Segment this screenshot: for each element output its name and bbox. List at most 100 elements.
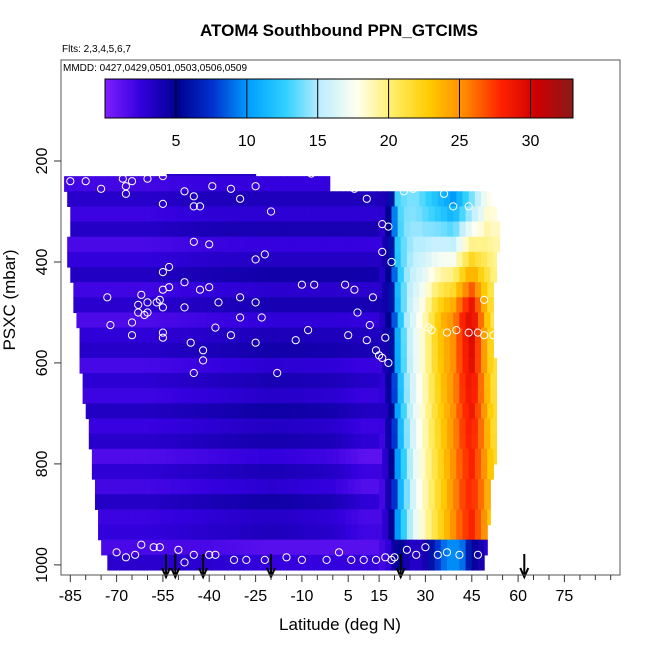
heatmap-cell [403,539,411,556]
heatmap-cell [258,297,266,314]
heatmap-cell [406,403,414,420]
heatmap-cell [277,282,284,298]
heatmap-cell [172,251,179,268]
heatmap-cell [187,479,195,495]
heatmap-cell [295,524,303,541]
heatmap-cell [351,342,359,359]
heatmap-cell [110,509,118,526]
heatmap-cell [382,282,389,298]
heatmap-cell [338,342,346,359]
colorbar-segment [264,79,267,118]
heatmap-cell [132,221,139,238]
heatmap-cell [304,433,312,450]
heatmap-cell [135,327,142,344]
heatmap-cell [471,221,479,238]
heatmap-cell [453,433,461,450]
colorbar-segment [322,79,326,118]
heatmap-cell [101,479,108,495]
heatmap-cell [249,494,257,510]
heatmap-cell [289,463,297,480]
heatmap-cell [104,251,112,268]
heatmap-cell [138,554,145,571]
heatmap-cell [317,418,325,435]
heatmap-cell [487,509,491,526]
heatmap-cell [252,463,260,480]
heatmap-cell [474,251,482,268]
flight-marker-arrowhead [395,567,406,580]
heatmap-cell [144,206,152,223]
heatmap-cell [206,312,213,329]
heatmap-cell [85,191,93,208]
colorbar-segment [196,79,200,118]
heatmap-cell [91,357,99,374]
heatmap-cell [348,479,355,495]
heatmap-cell [107,267,115,283]
heatmap-cell [394,509,402,526]
heatmap-cell [351,357,359,374]
heatmap-cell [162,221,170,238]
heatmap-cell [193,267,201,283]
heatmap-cell [314,357,322,374]
heatmap-cell [484,539,488,556]
heatmap-cell [354,267,362,283]
heatmap-cell [323,312,331,329]
heatmap-cell [277,191,284,208]
heatmap-cell [465,494,473,510]
heatmap-cell [428,206,436,223]
heatmap-cell [85,327,93,344]
heatmap-cell [382,509,389,526]
heatmap-cell [240,282,247,298]
colorbar-segment [268,79,272,118]
heatmap-cell [450,251,457,268]
heatmap-cell [304,221,312,238]
heatmap-cell [280,418,288,435]
heatmap-cell [379,479,386,495]
heatmap-cell [138,267,145,283]
heatmap-cell [277,524,284,541]
heatmap-cell [274,312,281,329]
heatmap-cell [289,327,297,344]
heatmap-cell [468,327,476,344]
colorbar-segment [465,79,469,118]
heatmap-cell [440,206,448,223]
heatmap-cell [277,357,284,374]
heatmap-cell [218,433,226,450]
observation-point [236,313,245,322]
observation-point [236,194,245,203]
observation-point [155,543,164,552]
heatmap-cell [230,388,238,404]
heatmap-cell [277,509,284,526]
heatmap-cell [450,509,457,526]
heatmap-cell [342,494,349,510]
heatmap-cell [459,206,467,223]
heatmap-cell [230,554,238,571]
heatmap-cell [159,357,167,374]
heatmap-cell [388,509,396,526]
heatmap-cell [91,251,99,268]
heatmap-cell [484,494,491,510]
colorbar-segment [439,79,443,118]
heatmap-cell [125,433,133,450]
heatmap-cell [141,327,149,344]
heatmap-cell [209,297,217,314]
heatmap-cell [116,524,124,541]
heatmap-cell [122,342,130,359]
heatmap-cell [342,554,349,571]
colorbar-segment [282,79,286,118]
heatmap-cell [394,191,402,208]
heatmap-cell [135,282,142,298]
observation-point [152,298,161,307]
heatmap-cell [363,342,371,359]
heatmap-cell [311,176,318,192]
heatmap-cell [474,463,482,480]
heatmap-cell [150,312,158,329]
observation-point [381,333,390,342]
heatmap-cell [354,433,362,450]
heatmap-cell [332,297,340,314]
heatmap-cell [360,554,368,571]
heatmap-cell [252,282,260,298]
heatmap-cell [221,357,229,374]
heatmap-cell [193,539,201,556]
heatmap-cell [443,448,451,465]
heatmap-cell [255,388,263,404]
